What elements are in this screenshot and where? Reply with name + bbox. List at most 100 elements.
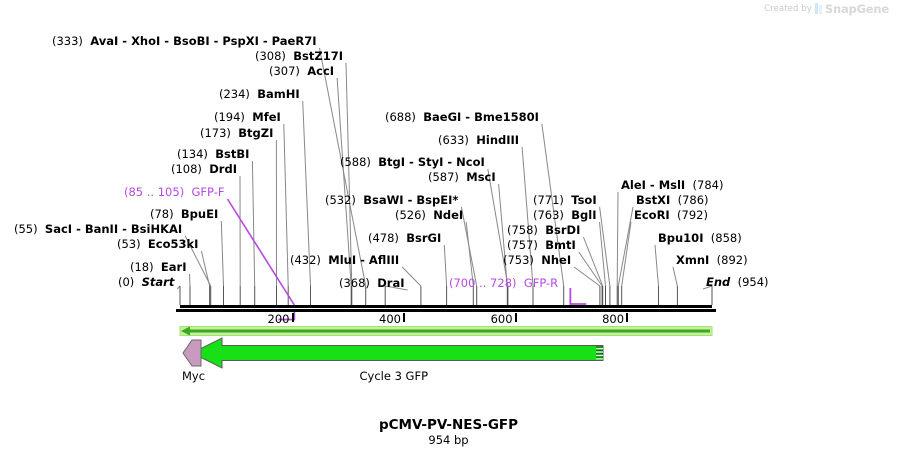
- site-name-separator: -: [405, 155, 418, 169]
- site-name: SacI: [44, 222, 73, 236]
- site-label-drai[interactable]: (368) DraI: [339, 277, 405, 289]
- leader-line: [283, 123, 289, 305]
- feature-tail-hatch: [596, 358, 603, 360]
- site-name-separator: -: [356, 253, 369, 267]
- site-label-hindiii[interactable]: (633) HindIII: [438, 134, 519, 146]
- snapgene-logo-icon: [814, 3, 822, 15]
- site-name: Eco53kI: [147, 237, 199, 251]
- site-name: MfeI: [252, 110, 281, 124]
- site-label-bsrdi[interactable]: (758) BsrDI: [507, 224, 580, 236]
- site-name-separator: -: [209, 34, 223, 48]
- leader-line: [621, 221, 632, 305]
- site-name: BamHI: [257, 87, 300, 101]
- feature-arrow-myc[interactable]: [182, 339, 202, 367]
- site-name: HindIII: [476, 133, 520, 147]
- site-label-bstz17i[interactable]: (308) BstZ17I: [255, 50, 343, 62]
- site-label-bgli[interactable]: (763) BglI: [533, 209, 596, 221]
- site-label-start[interactable]: (0) Start: [118, 276, 174, 288]
- feature-arrow-cycle3gfp[interactable]: [190, 337, 604, 369]
- leader-line: [220, 220, 224, 305]
- site-name-separator: -: [118, 34, 132, 48]
- site-name: EarI: [160, 260, 187, 274]
- site-name: BaeGI: [423, 110, 462, 124]
- site-position: (85 .. 105): [124, 185, 185, 199]
- site-label-eari[interactable]: (18) EarI: [130, 261, 187, 273]
- site-label-ndei[interactable]: (526) NdeI: [395, 209, 463, 221]
- site-position: (786): [677, 193, 709, 207]
- site-label-tsoi[interactable]: (771) TsoI: [533, 194, 597, 206]
- site-position: (954): [737, 275, 769, 289]
- site-label-mfei[interactable]: (194) MfeI: [214, 111, 281, 123]
- site-label-acci[interactable]: (307) AccI: [269, 65, 334, 77]
- site-name: AleI: [621, 178, 646, 192]
- site-position: (108): [171, 162, 202, 176]
- site-name: MscI: [466, 170, 496, 184]
- site-position: (858): [710, 231, 742, 245]
- site-label-msci[interactable]: (587) MscI: [428, 171, 496, 183]
- site-name: Start: [141, 275, 175, 289]
- primer-leader-gfp-f: [226, 198, 296, 321]
- site-label-drdi[interactable]: (108) DrdI: [171, 163, 237, 175]
- site-name: NheI: [541, 253, 572, 267]
- site-position: (688): [385, 110, 416, 124]
- site-position: (173): [200, 126, 231, 140]
- site-position: (587): [428, 170, 459, 184]
- site-name: DrdI: [209, 162, 237, 176]
- site-label-saci[interactable]: (55) SacI - BanII - BsiHKAI: [14, 223, 182, 235]
- site-name: BtgZI: [238, 126, 274, 140]
- site-label-xmni[interactable]: XmnI (892): [676, 254, 748, 266]
- site-name-separator: -: [72, 222, 85, 236]
- site-name: End: [706, 275, 731, 289]
- site-position: (53): [117, 237, 141, 251]
- site-name: BstBI: [215, 147, 250, 161]
- ruler-tick-label: 800: [602, 312, 625, 326]
- site-name: AflIII: [368, 253, 400, 267]
- site-position: (588): [340, 155, 371, 169]
- site-label-gfpr[interactable]: (700 .. 728) GFP-R: [449, 277, 558, 289]
- site-label-avai[interactable]: (333) AvaI - XhoI - BsoBI - PspXI - PaeR…: [52, 35, 316, 47]
- site-position: (633): [438, 133, 469, 147]
- site-label-bpuei[interactable]: (78) BpuEI: [150, 208, 218, 220]
- site-label-ecori[interactable]: EcoRI (792): [634, 209, 708, 221]
- site-name: Bme1580I: [474, 110, 539, 124]
- site-position: (234): [219, 87, 250, 101]
- site-label-nhei[interactable]: (753) NheI: [503, 254, 571, 266]
- site-name: PaeR7I: [271, 34, 317, 48]
- site-label-bstxi[interactable]: BstXI (786): [636, 194, 709, 206]
- feature-tail-hatch: [596, 353, 603, 355]
- site-label-bamhi[interactable]: (234) BamHI: [219, 88, 300, 100]
- site-label-alei[interactable]: AleI - MslI (784): [621, 179, 723, 191]
- site-label-bsrgi[interactable]: (478) BsrGI: [368, 232, 441, 244]
- leader-line: [336, 77, 352, 305]
- site-position: (78): [150, 207, 174, 221]
- site-label-bsawi[interactable]: (532) BsaWI - BspEI*: [325, 194, 458, 206]
- site-label-btgzi[interactable]: (173) BtgZI: [200, 127, 273, 139]
- site-name: XhoI: [131, 34, 161, 48]
- leader-line: [582, 236, 604, 305]
- feature-tail-hatch: [596, 356, 603, 358]
- site-label-eco53ki[interactable]: (53) Eco53kI: [117, 238, 198, 250]
- site-label-bstbi[interactable]: (134) BstBI: [177, 148, 249, 160]
- leader-line: [443, 244, 448, 305]
- site-name: BmtI: [545, 238, 576, 252]
- site-label-baegi[interactable]: (688) BaeGI - Bme1580I: [385, 111, 539, 123]
- leader-line: [599, 221, 606, 305]
- site-position: (784): [692, 178, 724, 192]
- site-position: (307): [269, 64, 300, 78]
- site-name-separator: -: [403, 193, 417, 207]
- site-name-separator: -: [258, 34, 272, 48]
- site-label-bpu10i[interactable]: Bpu10I (858): [658, 232, 742, 244]
- site-name: BsaWI: [363, 193, 404, 207]
- leader-line: [599, 206, 611, 305]
- feature-label-cycle3gfp: Cycle 3 GFP: [359, 369, 429, 383]
- site-label-gfpf[interactable]: (85 .. 105) GFP-F: [124, 186, 224, 198]
- site-name: BsrGI: [406, 231, 442, 245]
- site-label-bmti[interactable]: (757) BmtI: [507, 239, 576, 251]
- site-position: (478): [368, 231, 399, 245]
- site-name: NdeI: [433, 208, 464, 222]
- site-label-mlui[interactable]: (432) MluI - AflIII: [290, 254, 399, 266]
- site-position: (432): [290, 253, 321, 267]
- site-label-end[interactable]: End (954): [706, 276, 769, 288]
- site-position: (792): [677, 208, 708, 222]
- site-label-btgi[interactable]: (588) BtgI - StyI - NcoI: [340, 156, 485, 168]
